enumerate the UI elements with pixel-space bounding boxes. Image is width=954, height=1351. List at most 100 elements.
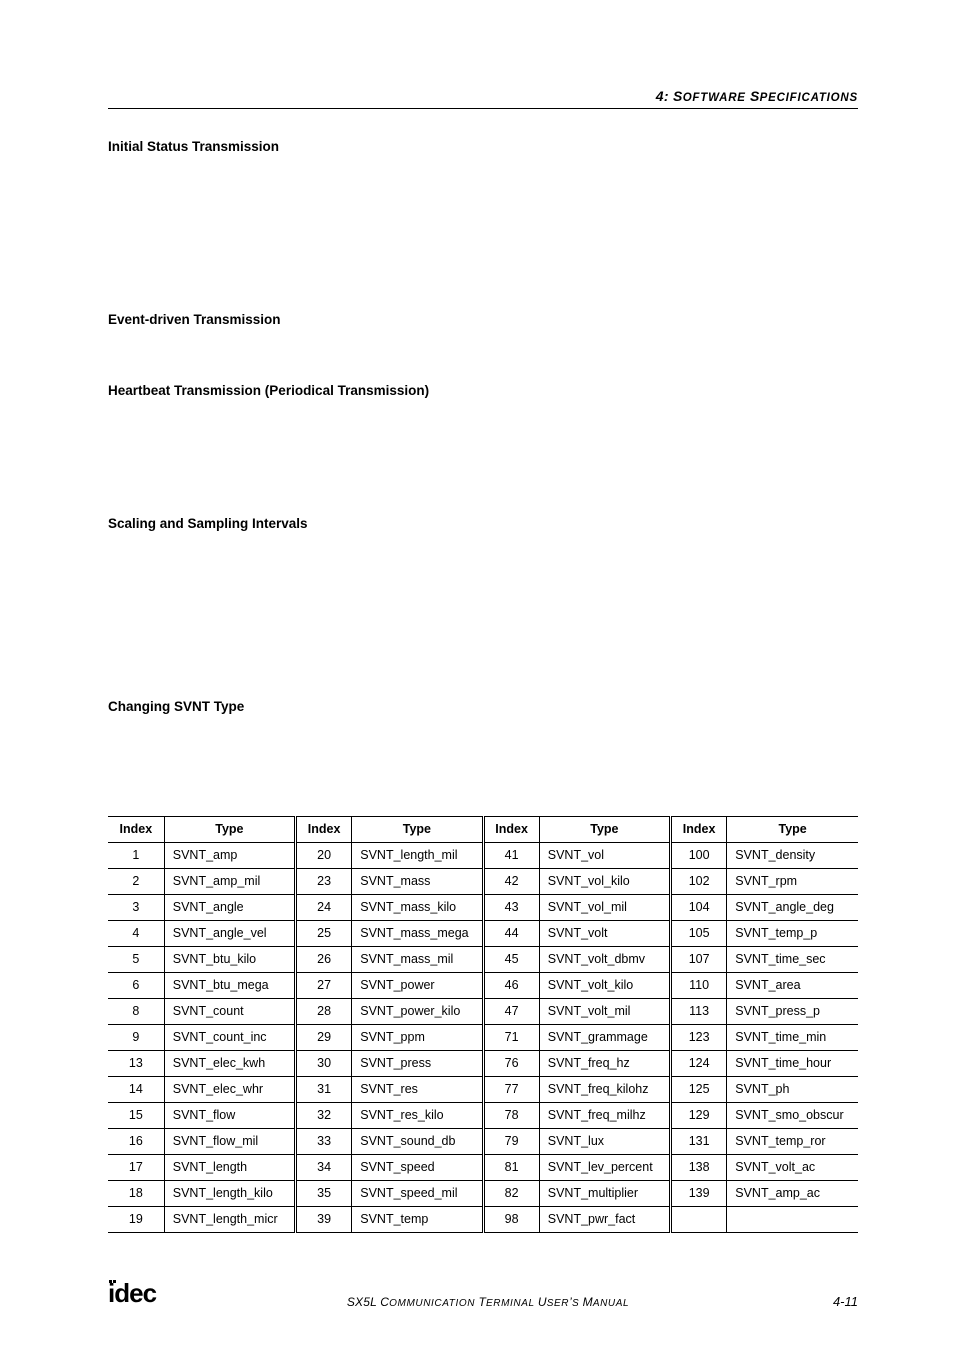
cell-index: 41 [483,843,539,869]
cell-type: SVNT_time_sec [727,947,858,973]
table-row: 13SVNT_elec_kwh30SVNT_press76SVNT_freq_h… [108,1051,858,1077]
cell-index: 1 [108,843,164,869]
cell-type: SVNT_length [164,1155,295,1181]
table-row: 14SVNT_elec_whr31SVNT_res77SVNT_freq_kil… [108,1077,858,1103]
cell-type: SVNT_temp [352,1207,483,1233]
header-word-1: SOFTWARE [673,88,746,104]
cell-index: 46 [483,973,539,999]
cell-type: SVNT_smo_obscur [727,1103,858,1129]
cell-type: SVNT_power_kilo [352,999,483,1025]
blank-region [108,335,858,383]
cell-index: 3 [108,895,164,921]
cell-type: SVNT_pwr_fact [539,1207,670,1233]
cell-type: SVNT_amp_ac [727,1181,858,1207]
cell-type: SVNT_angle [164,895,295,921]
cell-type: SVNT_count_inc [164,1025,295,1051]
table-row: 4SVNT_angle_vel25SVNT_mass_mega44SVNT_vo… [108,921,858,947]
cell-type: SVNT_volt [539,921,670,947]
table-row: 1SVNT_amp20SVNT_length_mil41SVNT_vol100S… [108,843,858,869]
running-header: 4: SOFTWARE SPECIFICATIONS [108,88,858,104]
col-type-1: Type [164,817,295,843]
page-footer: idec SX5L COMMUNICATION TERMINAL USER’S … [108,1278,858,1309]
cell-index: 79 [483,1129,539,1155]
cell-index: 24 [296,895,352,921]
cell-type: SVNT_press_p [727,999,858,1025]
cell-type: SVNT_flow [164,1103,295,1129]
cell-index: 28 [296,999,352,1025]
cell-index [671,1207,727,1233]
cell-type: SVNT_volt_ac [727,1155,858,1181]
cell-index: 39 [296,1207,352,1233]
cell-index: 78 [483,1103,539,1129]
table-row: 15SVNT_flow32SVNT_res_kilo78SVNT_freq_mi… [108,1103,858,1129]
cell-type: SVNT_angle_vel [164,921,295,947]
cell-type: SVNT_speed [352,1155,483,1181]
cell-type: SVNT_length_micr [164,1207,295,1233]
cell-type: SVNT_lev_percent [539,1155,670,1181]
col-type-4: Type [727,817,858,843]
col-type-2: Type [352,817,483,843]
cell-type: SVNT_sound_db [352,1129,483,1155]
cell-type: SVNT_volt_kilo [539,973,670,999]
manual-title: SX5L COMMUNICATION TERMINAL USER’S MANUA… [168,1295,808,1309]
cell-type: SVNT_angle_deg [727,895,858,921]
cell-index: 102 [671,869,727,895]
cell-type: SVNT_time_hour [727,1051,858,1077]
cell-type: SVNT_btu_mega [164,973,295,999]
cell-index: 81 [483,1155,539,1181]
cell-index: 71 [483,1025,539,1051]
cell-type: SVNT_area [727,973,858,999]
cell-index: 34 [296,1155,352,1181]
cell-index: 76 [483,1051,539,1077]
cell-index: 8 [108,999,164,1025]
cell-index: 131 [671,1129,727,1155]
cell-type: SVNT_mass [352,869,483,895]
blank-region [108,162,858,312]
col-index-3: Index [483,817,539,843]
cell-index: 20 [296,843,352,869]
cell-index: 82 [483,1181,539,1207]
cell-type: SVNT_temp_p [727,921,858,947]
cell-index: 138 [671,1155,727,1181]
cell-type: SVNT_freq_kilohz [539,1077,670,1103]
table-row: 2SVNT_amp_mil23SVNT_mass42SVNT_vol_kilo1… [108,869,858,895]
cell-index: 47 [483,999,539,1025]
col-type-3: Type [539,817,670,843]
cell-type: SVNT_volt_mil [539,999,670,1025]
cell-type: SVNT_res [352,1077,483,1103]
cell-type [727,1207,858,1233]
cell-index: 100 [671,843,727,869]
cell-type: SVNT_mass_mega [352,921,483,947]
table-row: 16SVNT_flow_mil33SVNT_sound_db79SVNT_lux… [108,1129,858,1155]
cell-index: 9 [108,1025,164,1051]
cell-type: SVNT_lux [539,1129,670,1155]
cell-index: 107 [671,947,727,973]
cell-index: 15 [108,1103,164,1129]
cell-type: SVNT_rpm [727,869,858,895]
cell-index: 43 [483,895,539,921]
cell-type: SVNT_amp_mil [164,869,295,895]
cell-type: SVNT_temp_ror [727,1129,858,1155]
cell-index: 31 [296,1077,352,1103]
cell-index: 13 [108,1051,164,1077]
cell-index: 98 [483,1207,539,1233]
cell-index: 6 [108,973,164,999]
header-word-2: SPECIFICATIONS [750,88,858,104]
blank-region [108,722,858,780]
cell-type: SVNT_vol_mil [539,895,670,921]
svnt-type-table: Index Type Index Type Index Type Index T… [108,816,858,1233]
cell-type: SVNT_btu_kilo [164,947,295,973]
cell-type: SVNT_ppm [352,1025,483,1051]
table-row: 8SVNT_count28SVNT_power_kilo47SVNT_volt_… [108,999,858,1025]
chapter-number: 4: [656,88,669,104]
blank-region [108,539,858,699]
table-row: 3SVNT_angle24SVNT_mass_kilo43SVNT_vol_mi… [108,895,858,921]
heading-initial-status: Initial Status Transmission [108,139,858,154]
cell-type: SVNT_count [164,999,295,1025]
cell-index: 5 [108,947,164,973]
table-row: 6SVNT_btu_mega27SVNT_power46SVNT_volt_ki… [108,973,858,999]
cell-type: SVNT_length_mil [352,843,483,869]
cell-index: 125 [671,1077,727,1103]
cell-type: SVNT_ph [727,1077,858,1103]
cell-index: 104 [671,895,727,921]
